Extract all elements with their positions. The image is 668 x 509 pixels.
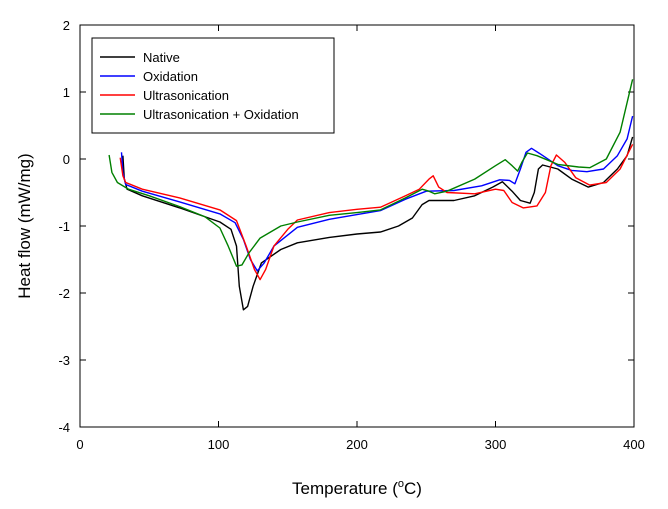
y-tick-label: -4 [58, 420, 70, 435]
legend-box [91, 37, 335, 134]
series-line-1 [120, 115, 634, 272]
legend: Native Oxidation Ultrasonication Ultrasonic… [91, 37, 335, 134]
y-tick-label: -1 [58, 219, 70, 234]
legend-label: Oxidation [143, 69, 198, 84]
y-axis-label: Heat flow (mW/mg) [15, 153, 34, 298]
y-tick-label: -2 [58, 286, 70, 301]
legend-label: Ultrasonication [143, 88, 229, 103]
x-tick-label: 200 [346, 437, 368, 452]
legend-label: Ultrasonication + Oxidation [143, 107, 299, 122]
y-tick-label: -3 [58, 353, 70, 368]
x-tick-label: 100 [208, 437, 230, 452]
x-tick-label: 300 [485, 437, 507, 452]
y-tick-label: 1 [63, 85, 70, 100]
x-tick-label: 400 [623, 437, 645, 452]
series-line-2 [119, 143, 634, 281]
x-axis-label: Temperature (oC) [292, 478, 422, 498]
x-tick-label: 0 [76, 437, 83, 452]
series-line-3 [108, 79, 634, 267]
y-tick-label: 0 [63, 152, 70, 167]
legend-label: Native [143, 50, 180, 65]
series-line-0 [122, 136, 634, 311]
y-tick-label: 2 [63, 18, 70, 33]
